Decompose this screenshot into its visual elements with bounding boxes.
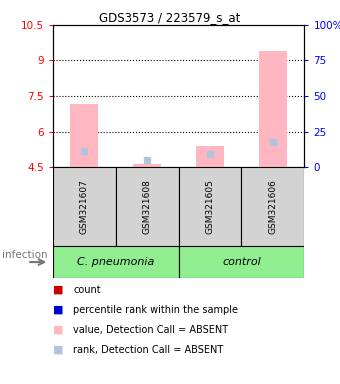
Text: count: count <box>73 285 101 295</box>
Bar <box>259 51 287 167</box>
Text: GSM321607: GSM321607 <box>80 179 89 234</box>
Text: ■: ■ <box>53 305 63 315</box>
Text: GSM321605: GSM321605 <box>205 179 215 234</box>
Bar <box>70 104 98 167</box>
Bar <box>53 246 178 278</box>
Text: rank, Detection Call = ABSENT: rank, Detection Call = ABSENT <box>73 345 223 355</box>
Bar <box>241 167 304 246</box>
Text: GSM321606: GSM321606 <box>268 179 277 234</box>
Text: GSM321608: GSM321608 <box>142 179 152 234</box>
Bar <box>133 164 161 167</box>
Bar <box>196 146 224 167</box>
Bar <box>53 167 116 246</box>
Text: ■: ■ <box>53 285 63 295</box>
Bar <box>116 167 178 246</box>
Text: control: control <box>222 257 261 267</box>
Text: ■: ■ <box>53 345 63 355</box>
Text: GDS3573 / 223579_s_at: GDS3573 / 223579_s_at <box>99 11 241 24</box>
Text: percentile rank within the sample: percentile rank within the sample <box>73 305 238 315</box>
Bar <box>178 246 304 278</box>
Text: value, Detection Call = ABSENT: value, Detection Call = ABSENT <box>73 325 228 335</box>
Bar <box>178 167 241 246</box>
Text: C. pneumonia: C. pneumonia <box>77 257 154 267</box>
Text: infection: infection <box>2 250 47 260</box>
Text: ■: ■ <box>53 325 63 335</box>
